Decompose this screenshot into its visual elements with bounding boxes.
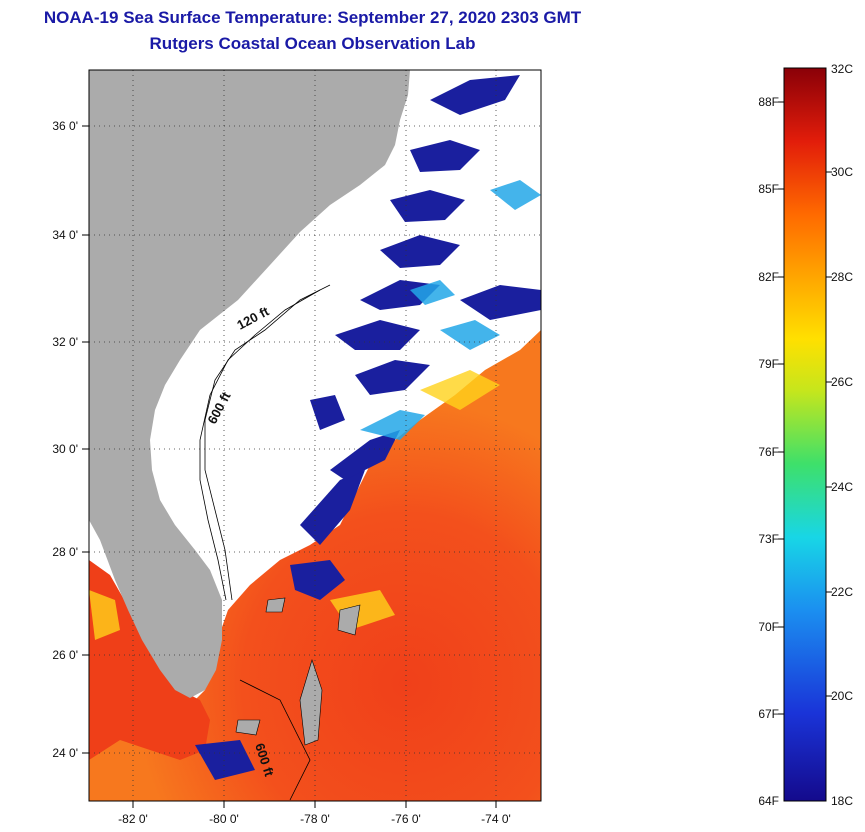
- graticule: [89, 70, 541, 801]
- lat-label: 36 0': [52, 119, 78, 133]
- lon-label: -76 0': [391, 812, 421, 826]
- lat-label: 32 0': [52, 335, 78, 349]
- map-title: NOAA-19 Sea Surface Temperature: Septemb…: [43, 8, 582, 27]
- colorbar-f-label: 67F: [758, 707, 779, 721]
- colorbar-c-label: 26C: [831, 375, 853, 389]
- lon-label: -80 0': [209, 812, 239, 826]
- colorbar-f-label: 64F: [758, 794, 779, 808]
- cool-streaks: [360, 180, 541, 440]
- latitude-axis: 36 0' 34 0' 32 0' 30 0' 28 0' 26 0' 24 0…: [52, 119, 89, 760]
- colorbar-f-label: 82F: [758, 270, 779, 284]
- colorbar-f-label: 79F: [758, 357, 779, 371]
- lat-label: 24 0': [52, 746, 78, 760]
- longitude-axis: -82 0' -80 0' -78 0' -76 0' -74 0': [118, 801, 511, 826]
- lon-label: -78 0': [300, 812, 330, 826]
- colorbar-f-label: 88F: [758, 95, 779, 109]
- colorbar-c-label: 24C: [831, 480, 853, 494]
- sst-map-panel: 120 ft 600 ft 600 ft: [89, 70, 541, 801]
- colorbar-f-label: 85F: [758, 182, 779, 196]
- colorbar-gradient: [783, 67, 827, 802]
- colorbar-c-label: 22C: [831, 585, 853, 599]
- map-subtitle: Rutgers Coastal Ocean Observation Lab: [149, 34, 476, 53]
- colorbar-c-label: 18C: [831, 794, 853, 808]
- lat-label: 26 0': [52, 648, 78, 662]
- lat-label: 28 0': [52, 545, 78, 559]
- bathymetry-contours: [199, 284, 331, 801]
- temperature-colorbar: 88F 85F 82F 79F 76F 73F 70F 67F 64F 32C …: [758, 62, 853, 808]
- colorbar-f-label: 70F: [758, 620, 779, 634]
- colorbar-c-label: 30C: [831, 165, 853, 179]
- warm-water-gulf: [89, 560, 210, 760]
- lat-label: 30 0': [52, 442, 78, 456]
- colorbar-f-label: 73F: [758, 532, 779, 546]
- land-mass: [89, 70, 410, 698]
- lat-label: 34 0': [52, 228, 78, 242]
- bahamas-islands: [235, 597, 361, 746]
- colorbar-c-label: 20C: [831, 689, 853, 703]
- colorbar-f-label: 76F: [758, 445, 779, 459]
- colorbar-c-label: 32C: [831, 62, 853, 76]
- colorbar-c-label: 28C: [831, 270, 853, 284]
- lon-label: -82 0': [118, 812, 148, 826]
- lon-label: -74 0': [481, 812, 511, 826]
